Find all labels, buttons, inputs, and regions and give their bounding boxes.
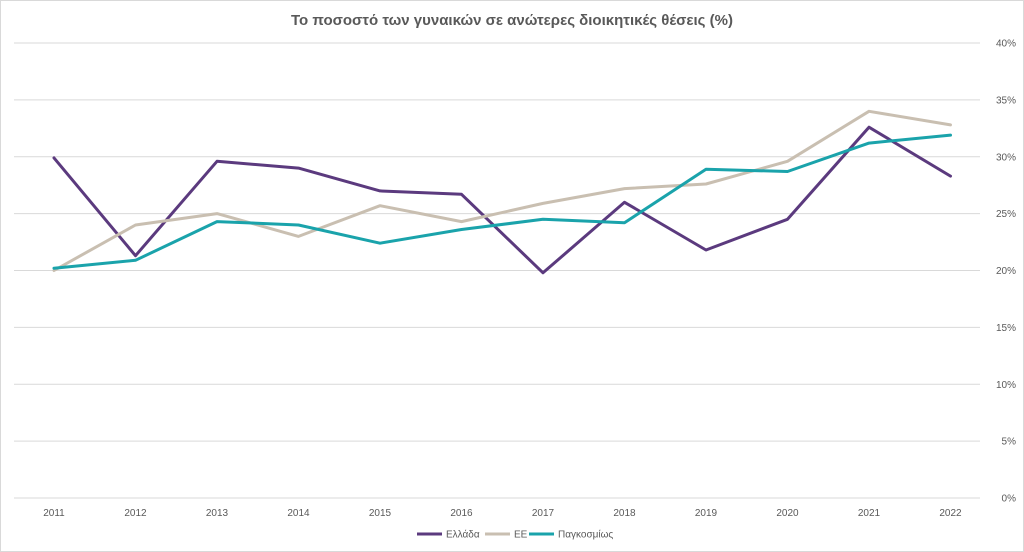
y-axis-tick-labels: 0% 5% 10% 15% 20% 25% 30% 35% 40% — [996, 39, 1016, 505]
x-tick-label: 2018 — [613, 508, 636, 519]
legend-label-1: ΕΕ — [514, 530, 528, 541]
y-tick-label: 5% — [1002, 437, 1017, 448]
y-tick-label: 15% — [996, 323, 1016, 334]
x-tick-label: 2015 — [369, 508, 392, 519]
x-tick-label: 2012 — [124, 508, 147, 519]
legend-label-0: Ελλάδα — [446, 529, 480, 541]
x-tick-label: 2021 — [858, 508, 881, 519]
legend-label-2: Παγκοσμίως — [558, 529, 613, 541]
x-axis-tick-labels: 2011 2012 2013 2014 2015 2016 2017 2018 2019 2020… — [43, 508, 962, 519]
x-tick-label: 2017 — [532, 508, 555, 519]
y-tick-label: 0% — [1002, 494, 1017, 505]
legend: Ελλάδα ΕΕ Παγκοσμίως — [417, 529, 613, 541]
series-lines — [52, 109, 952, 275]
series-line-2 — [52, 133, 952, 270]
x-tick-label: 2013 — [206, 508, 229, 519]
grid-lines — [14, 42, 980, 499]
x-tick-label: 2022 — [939, 508, 962, 519]
x-tick-label: 2016 — [450, 508, 473, 519]
y-tick-label: 10% — [996, 380, 1016, 391]
x-tick-label: 2014 — [287, 508, 310, 519]
series-line-0 — [52, 125, 952, 275]
x-tick-label: 2020 — [776, 508, 799, 519]
x-tick-label: 2011 — [43, 508, 65, 519]
x-tick-label: 2019 — [695, 508, 718, 519]
series-line-1 — [52, 109, 952, 272]
y-tick-label: 35% — [996, 95, 1016, 106]
y-tick-label: 25% — [996, 209, 1016, 220]
y-tick-label: 40% — [996, 39, 1016, 50]
chart-title: Το ποσοστό των γυναικών σε ανώτερες διοι… — [291, 12, 733, 29]
y-tick-label: 30% — [996, 152, 1016, 163]
y-tick-label: 20% — [996, 266, 1016, 277]
